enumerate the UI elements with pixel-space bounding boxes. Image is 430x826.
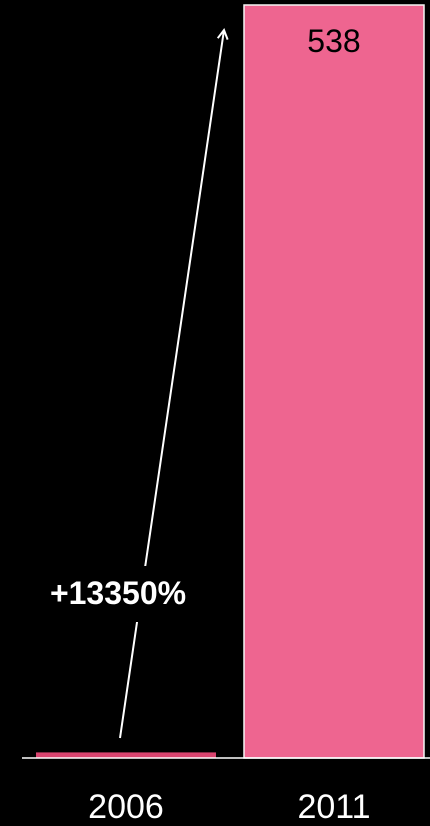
x-tick-label-2011: 2011 [297, 788, 370, 826]
growth-arrow [119, 30, 224, 739]
bars-group [36, 4, 425, 759]
x-tick-label-2006: 2006 [88, 788, 164, 826]
labels-group: 2006 2011 538 [88, 23, 370, 826]
growth-annotation: +13350% [50, 575, 186, 611]
data-label-2011: 538 [307, 23, 360, 59]
annotation-backdrop [30, 566, 208, 622]
bar-2006 [36, 752, 216, 758]
bar-2011 [243, 4, 425, 759]
